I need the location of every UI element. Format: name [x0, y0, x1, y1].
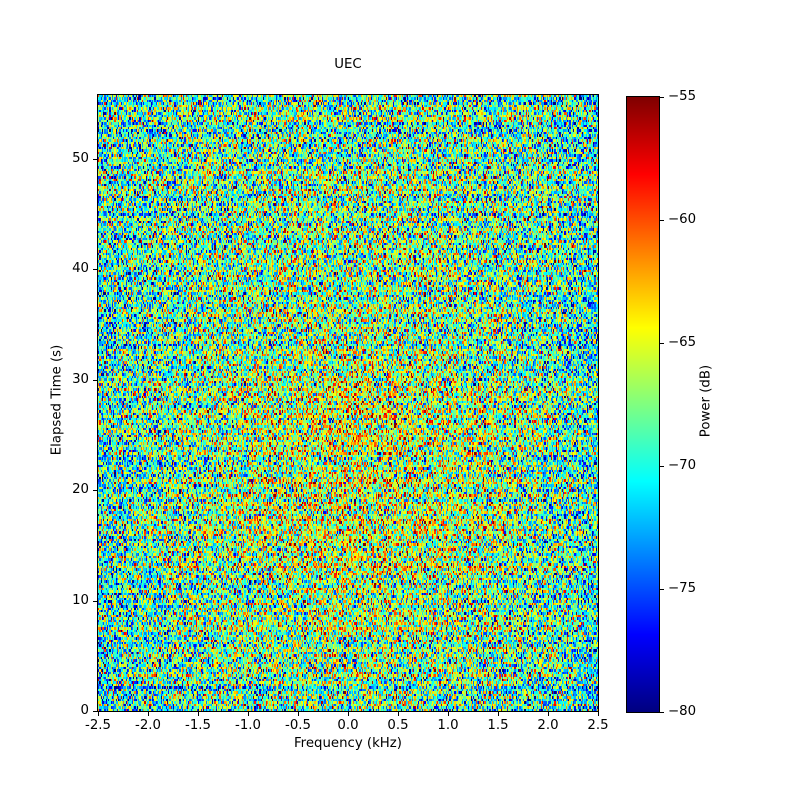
x-tick-mark [297, 712, 299, 716]
x-tick-mark [547, 712, 549, 716]
colorbar-tick-label: −80 [668, 704, 697, 719]
colorbar-tick-mark [660, 342, 664, 344]
y-axis-label: Elapsed Time (s) [49, 344, 65, 456]
x-tick-label: 0.5 [387, 718, 409, 733]
y-tick-mark [93, 158, 97, 160]
colorbar-tick-mark [660, 588, 664, 590]
y-tick-mark [93, 600, 97, 602]
x-tick-label: -2.5 [85, 718, 111, 733]
y-tick-label: 40 [72, 261, 89, 277]
x-tick-label: -1.5 [185, 718, 211, 733]
x-tick-mark [247, 712, 249, 716]
x-tick-label: -2.0 [135, 718, 161, 733]
x-tick-label: 1.5 [487, 718, 509, 733]
x-tick-mark [447, 712, 449, 716]
x-axis-label: Frequency (kHz) [294, 736, 402, 751]
x-tick-mark [97, 712, 99, 716]
colorbar-tick-label: −65 [668, 335, 697, 350]
y-tick-mark [93, 489, 97, 491]
spectrogram-heatmap [98, 95, 598, 711]
y-tick-label: 0 [80, 703, 89, 718]
colorbar-tick-mark [660, 96, 664, 98]
y-tick-mark [93, 379, 97, 381]
x-tick-label: 0.0 [337, 718, 359, 733]
y-tick-label: 20 [72, 482, 89, 498]
colorbar-tick-label: −70 [668, 458, 697, 473]
colorbar-tick-mark [660, 219, 664, 221]
colorbar-gradient [627, 97, 659, 712]
colorbar-tick-label: −55 [668, 89, 697, 104]
x-tick-label: 2.0 [537, 718, 559, 733]
x-tick-mark [347, 712, 349, 716]
x-tick-mark [597, 712, 599, 716]
x-tick-label: -1.0 [235, 718, 261, 733]
x-tick-label: 1.0 [437, 718, 459, 733]
y-tick-mark [93, 268, 97, 270]
x-tick-label: 2.5 [587, 718, 609, 733]
x-tick-mark [147, 712, 149, 716]
colorbar-tick-mark [660, 465, 664, 467]
x-tick-mark [497, 712, 499, 716]
y-tick-label: 30 [72, 371, 89, 387]
x-tick-mark [197, 712, 199, 716]
y-tick-mark [93, 710, 97, 712]
x-tick-mark [397, 712, 399, 716]
chart-title: UEC [334, 57, 362, 73]
colorbar-tick-mark [660, 711, 664, 713]
x-tick-label: -0.5 [285, 718, 311, 733]
y-tick-label: 10 [72, 592, 89, 608]
colorbar-tick-label: −75 [668, 581, 697, 596]
y-tick-label: 50 [72, 151, 89, 167]
colorbar-tick-label: −60 [668, 212, 697, 227]
colorbar-label: Power (dB) [698, 364, 714, 438]
